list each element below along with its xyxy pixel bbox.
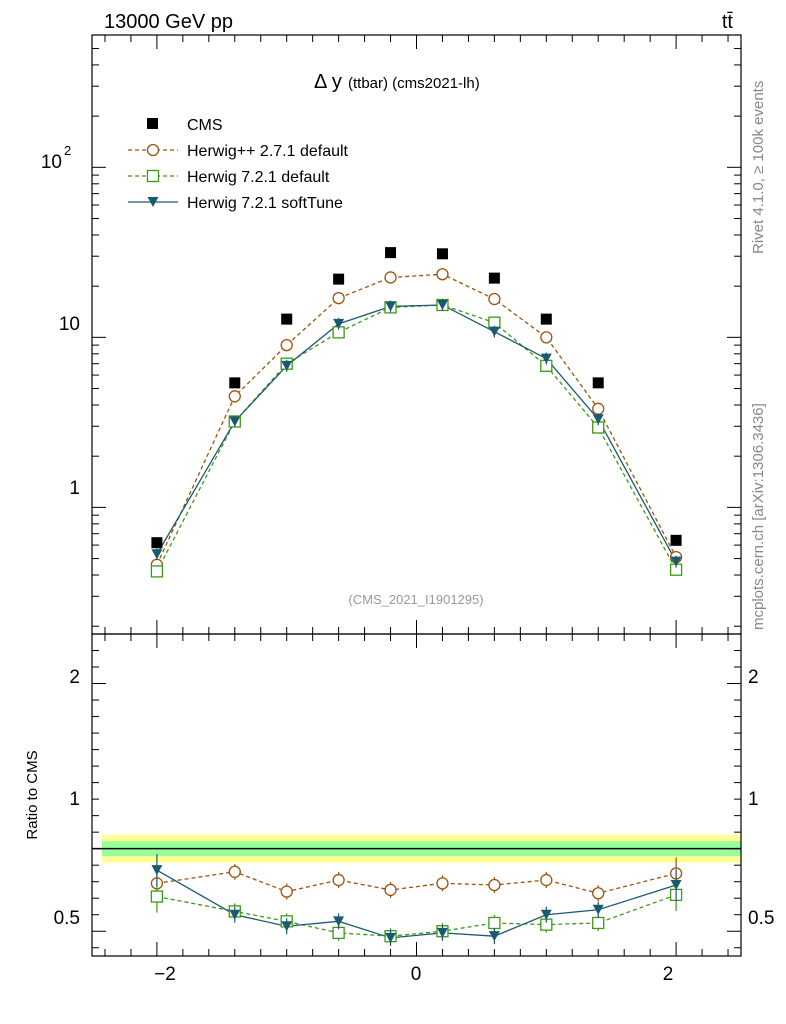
ratio-ytick-label-right-2: 2 — [748, 667, 759, 688]
main-point-herwig7soft — [592, 414, 604, 425]
ratio-ytick-label-right-0.5: 0.5 — [748, 908, 774, 929]
legend-label-herwig7default: Herwig 7.2.1 default — [187, 169, 330, 186]
legend-label-herwig7soft: Herwig 7.2.1 softTune — [187, 195, 343, 212]
ratio-bands — [92, 834, 741, 863]
main-point-herwigpp — [228, 390, 241, 403]
main-point-herwig7soft — [281, 360, 293, 371]
main-line-herwig7soft — [156, 304, 677, 562]
ratio-line-herwig7default — [156, 894, 677, 937]
main-point-herwig7soft — [229, 416, 241, 427]
legend-label-herwigpp: Herwig++ 2.7.1 default — [187, 143, 349, 160]
process-label: tt̄ — [722, 11, 734, 33]
legend-marker-herwig7default — [146, 169, 160, 183]
main-ytick-label-1: 1 — [69, 478, 80, 499]
ratio-point-herwig7soft — [670, 879, 682, 890]
main-point-herwigpp — [436, 268, 449, 281]
ratio-point-herwigpp — [228, 865, 241, 878]
main-line-herwig7default — [156, 304, 677, 572]
ratio-ylabel: Ratio to CMS — [24, 750, 41, 839]
ratio-point-herwigpp — [332, 873, 345, 887]
main-point-herwig7soft — [333, 318, 345, 329]
ratio-point-herwigpp — [540, 873, 553, 887]
ratio-point-herwigpp — [592, 887, 605, 900]
legend-marker-herwig7soft — [147, 197, 159, 207]
ratio-line-herwigpp — [156, 871, 677, 894]
main-point-herwig7soft — [488, 326, 500, 337]
ratio-point-herwig7soft — [385, 932, 397, 943]
ratio-point-herwig7default — [150, 890, 164, 903]
main-point-CMS — [385, 247, 397, 259]
main-point-CMS — [592, 377, 604, 389]
legend: CMS Herwig++ 2.7.1 default Herwig 7.2.1 … — [128, 117, 349, 212]
ratio-point-herwig7soft — [333, 916, 345, 927]
chart-title-main: Δ y — [314, 71, 342, 93]
main-point-herwigpp — [280, 338, 293, 352]
axis-ticks — [92, 34, 741, 956]
ratio-point-herwig7soft — [436, 927, 448, 938]
ratio-point-herwig7soft — [540, 909, 552, 920]
legend-marker-herwigpp — [146, 143, 160, 157]
ratio-point-herwigpp — [384, 883, 397, 897]
main-point-herwig7soft — [540, 353, 552, 364]
ratio-point-herwigpp — [436, 877, 449, 890]
xtick-label-minus2: −2 — [154, 964, 176, 985]
main-point-herwig7default — [150, 565, 164, 578]
main-point-herwigpp — [488, 292, 501, 306]
mcplots-label: mcplots.cern.ch [arXiv:1306.3436] — [750, 403, 767, 630]
main-point-CMS — [488, 272, 500, 284]
main-point-CMS — [540, 313, 552, 325]
ratio-point-herwig7soft — [151, 865, 163, 876]
ratio-ytick-label-0.5: 0.5 — [54, 908, 80, 929]
ratio-ytick-label-2: 2 — [69, 667, 80, 688]
ratio-plot-frame — [91, 633, 742, 957]
legend-label-cms: CMS — [187, 117, 223, 134]
main-ytick-label-100-exp: 2 — [64, 143, 71, 158]
main-point-herwigpp — [332, 292, 345, 305]
xtick-label-2: 2 — [663, 964, 674, 985]
ratio-ytick-label-1: 1 — [69, 789, 80, 810]
main-point-CMS — [670, 534, 682, 546]
ratio-ytick-label-right-1: 1 — [748, 789, 759, 810]
rivet-label: Rivet 4.1.0, ≥ 100k events — [750, 81, 767, 254]
main-point-herwig7soft — [436, 299, 448, 310]
ratio-point-herwig7soft — [488, 931, 500, 942]
ratio-line-herwig7soft — [156, 869, 677, 939]
main-ytick-label-10: 10 — [59, 314, 80, 335]
chart-title-sub: (ttbar) (cms2021-lh) — [348, 75, 480, 92]
main-point-herwig7soft — [385, 301, 397, 312]
main-line-herwigpp — [156, 273, 677, 565]
main-point-CMS — [151, 537, 163, 549]
energy-label: 13000 GeV pp — [104, 11, 233, 33]
main-point-herwigpp — [592, 402, 605, 415]
ratio-point-herwig7soft — [229, 909, 241, 920]
ratio-point-herwig7soft — [281, 921, 293, 932]
main-point-CMS — [229, 377, 241, 389]
main-point-herwig7soft — [151, 549, 163, 560]
analysis-watermark: (CMS_2021_I1901295) — [348, 592, 483, 607]
ratio-point-herwig7default — [592, 916, 605, 930]
main-point-herwigpp — [540, 331, 553, 344]
ratio-point-herwigpp — [488, 878, 501, 892]
ratio-point-herwig7default — [488, 916, 501, 930]
main-point-herwig7soft — [670, 556, 682, 567]
main-point-CMS — [333, 273, 345, 285]
ratio-point-herwigpp — [280, 885, 293, 898]
main-ytick-label-100-base: 10 — [41, 152, 62, 173]
main-point-CMS — [436, 248, 448, 260]
ratio-point-herwig7soft — [592, 904, 604, 915]
main-point-herwigpp — [384, 271, 397, 284]
xtick-label-0: 0 — [411, 964, 422, 985]
main-point-CMS — [281, 313, 293, 325]
legend-marker-cms — [147, 118, 158, 129]
data-marks — [150, 247, 683, 946]
